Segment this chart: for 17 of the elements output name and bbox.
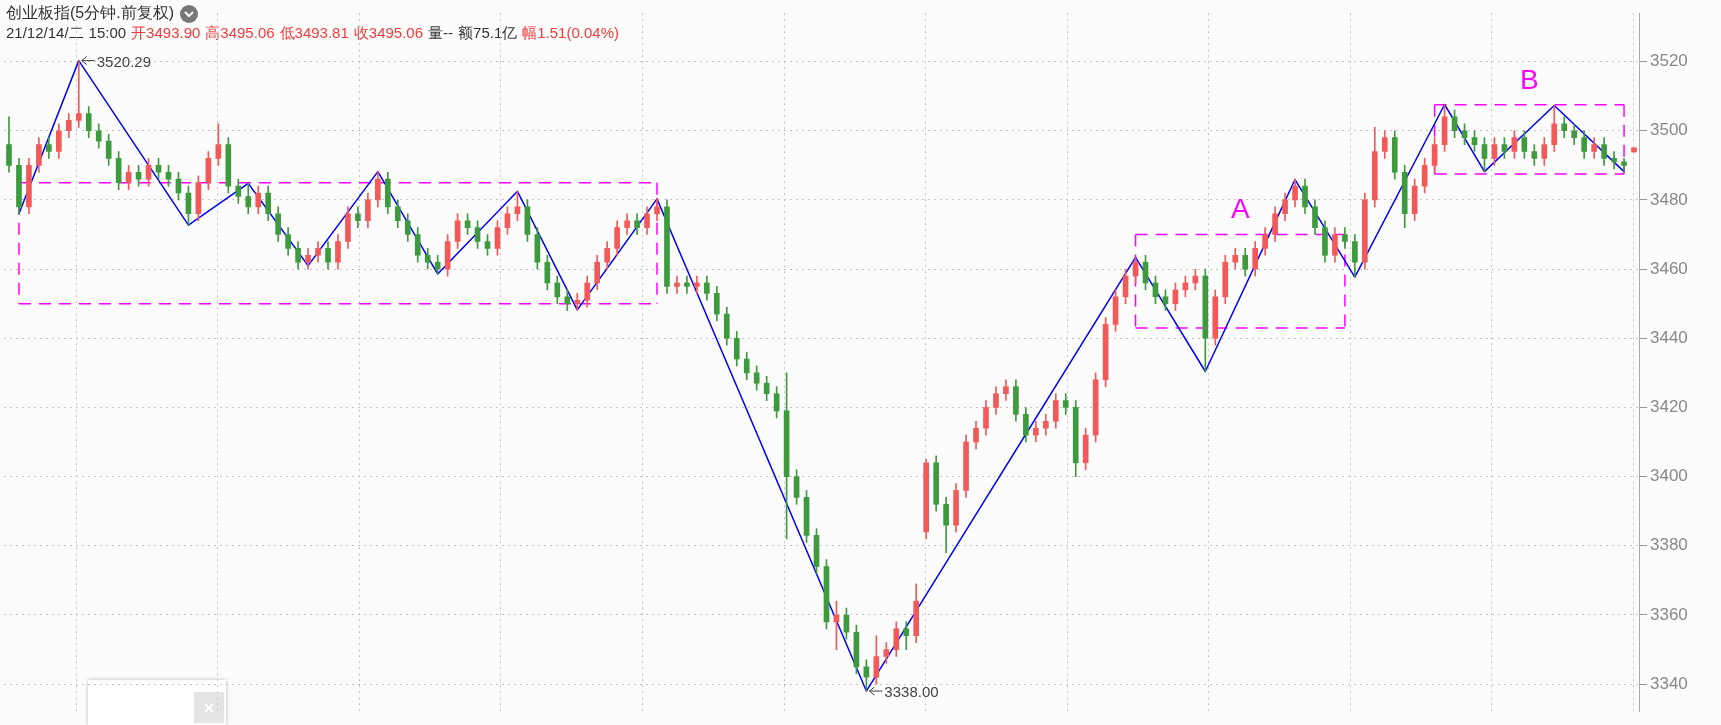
y-tick-label: 3480 [1650,189,1688,209]
chart-title: 创业板指(5分钟.前复权) [6,3,174,23]
y-tick-label: 3440 [1650,327,1688,347]
series-label: A [1230,193,1250,225]
y-tick-label: 3400 [1650,466,1688,486]
y-tick-label: 3420 [1650,397,1688,417]
y-tick-label: 3380 [1650,535,1688,555]
y-tick-label: 3340 [1650,673,1688,693]
y-tick-label: 3460 [1650,258,1688,278]
y-tick-label: 3360 [1650,604,1688,624]
data-label: 3520.29 [96,52,152,70]
y-tick-label: 3500 [1650,120,1688,140]
data-label: 3338.00 [884,683,939,701]
series-label: B [1519,63,1539,95]
y-tick-label: 3520 [1650,51,1688,71]
candlestick [1631,147,1637,153]
text: 21/12/14/二 15:00 开3493.90 高3495.06 低3493.81 收3495.06 量-- 额75.1亿 幅1.51(0.04%) [6,24,619,41]
